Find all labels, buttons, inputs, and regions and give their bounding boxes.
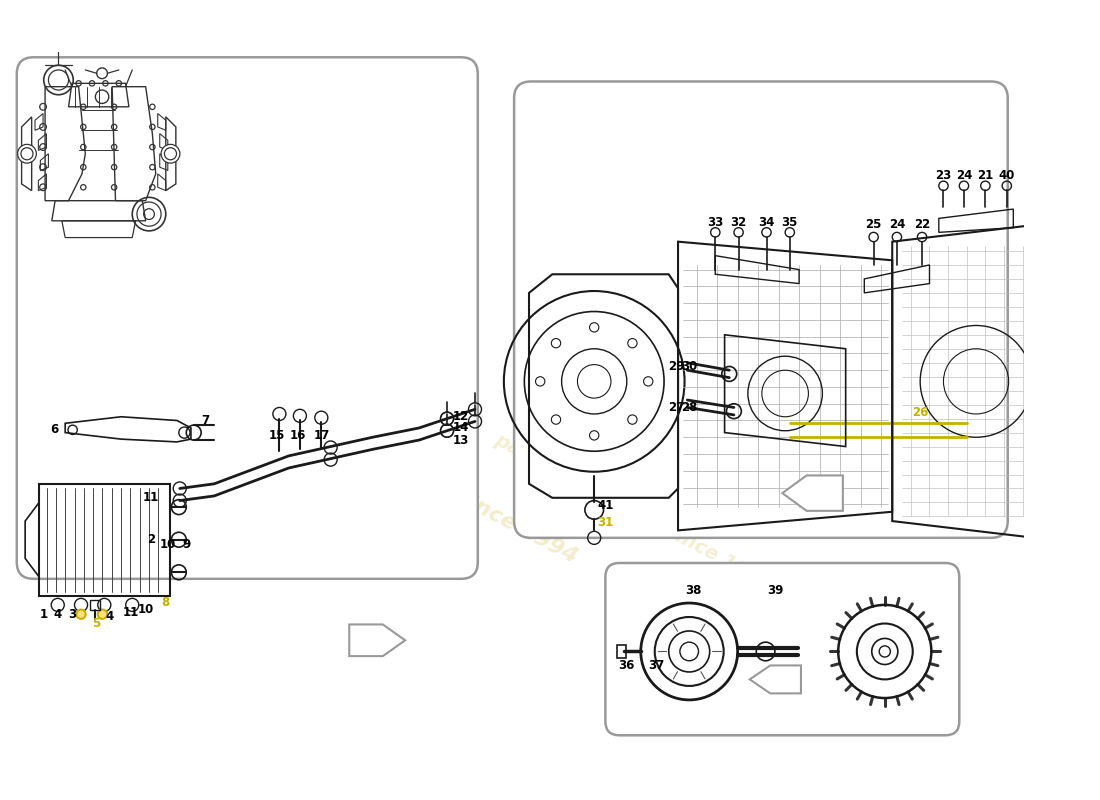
Text: 35: 35	[782, 216, 797, 229]
Text: 7: 7	[201, 414, 209, 427]
Text: 26: 26	[912, 406, 928, 418]
Circle shape	[76, 610, 86, 619]
Text: 23: 23	[935, 169, 952, 182]
Text: 11: 11	[143, 491, 160, 504]
Text: 29: 29	[668, 360, 684, 373]
Circle shape	[98, 610, 107, 619]
Text: 10: 10	[160, 538, 176, 551]
Text: 10: 10	[139, 603, 154, 616]
Text: 38: 38	[685, 585, 702, 598]
Text: 39: 39	[767, 585, 783, 598]
Text: 4: 4	[54, 608, 62, 621]
Bar	[617, 645, 626, 658]
Text: 27: 27	[668, 401, 684, 414]
Text: 15: 15	[268, 429, 285, 442]
Circle shape	[879, 646, 890, 657]
Text: 12: 12	[453, 410, 469, 423]
FancyBboxPatch shape	[16, 58, 477, 579]
Circle shape	[18, 144, 36, 163]
Text: 24: 24	[889, 218, 905, 231]
Polygon shape	[350, 625, 405, 656]
Text: 33: 33	[707, 216, 724, 229]
Text: 3: 3	[68, 608, 77, 621]
Polygon shape	[750, 666, 801, 694]
Text: 9: 9	[183, 538, 190, 551]
Text: 14: 14	[453, 422, 470, 434]
Text: 4: 4	[106, 610, 114, 622]
Text: passion for parts since 1994: passion for parts since 1994	[257, 382, 581, 567]
Circle shape	[144, 209, 154, 219]
Text: 30: 30	[681, 360, 697, 373]
Text: 21: 21	[977, 169, 993, 182]
Bar	[90, 600, 100, 610]
Text: 25: 25	[866, 218, 882, 231]
Text: 36: 36	[618, 659, 635, 672]
Polygon shape	[782, 475, 843, 511]
Text: 17: 17	[314, 429, 329, 442]
Text: 11: 11	[122, 606, 139, 619]
Text: 41: 41	[597, 498, 614, 512]
Text: 22: 22	[914, 218, 931, 231]
Circle shape	[161, 144, 180, 163]
Text: 1: 1	[40, 608, 47, 621]
Text: 37: 37	[649, 659, 664, 672]
FancyBboxPatch shape	[605, 563, 959, 735]
FancyBboxPatch shape	[514, 82, 1008, 538]
Text: 32: 32	[730, 216, 747, 229]
Circle shape	[680, 642, 698, 661]
Text: 24: 24	[956, 169, 972, 182]
Text: 8: 8	[162, 596, 169, 609]
Text: 40: 40	[999, 169, 1015, 182]
Text: 6: 6	[50, 423, 58, 436]
Text: 34: 34	[758, 216, 774, 229]
Text: 2: 2	[146, 534, 155, 546]
Text: 31: 31	[597, 517, 614, 530]
Text: 28: 28	[681, 401, 697, 414]
Text: passion for parts since 1994: passion for parts since 1994	[492, 430, 776, 594]
Text: 16: 16	[289, 429, 306, 442]
Text: 13: 13	[453, 434, 469, 446]
Text: 5: 5	[91, 617, 100, 630]
